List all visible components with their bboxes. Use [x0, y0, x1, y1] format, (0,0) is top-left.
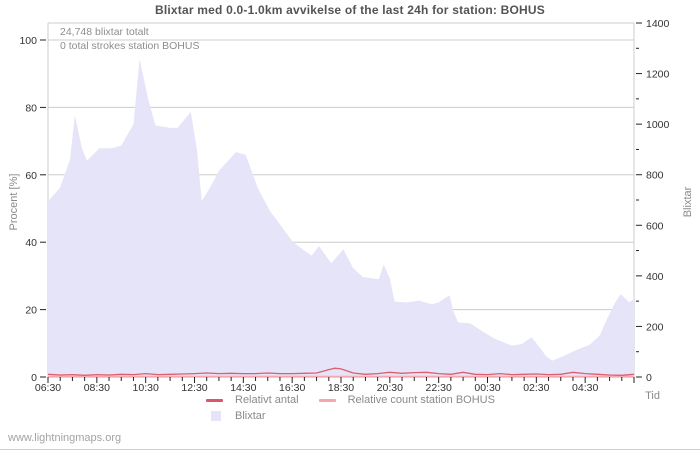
legend-label: Blixtar: [235, 410, 266, 422]
y-right-tick-label: 1400: [646, 18, 670, 30]
x-tick-label: 06:30: [35, 382, 61, 394]
y-right-tick-label: 200: [646, 321, 664, 333]
y-left-tick-label: 40: [25, 237, 37, 249]
area-swatch: [211, 411, 221, 421]
x-tick-label: 20:30: [377, 382, 403, 394]
x-tick-label: 04:30: [572, 382, 598, 394]
blixtar-area: [48, 58, 634, 378]
y-left-tick-label: 20: [25, 305, 37, 317]
annotation-total: 24,748 blixtar totalt: [60, 26, 149, 38]
legend-row-2: Blixtar: [206, 410, 515, 422]
x-tick-label: 22:30: [426, 382, 452, 394]
x-tick-label: 12:30: [181, 382, 207, 394]
legend-swatch-wrap: [318, 398, 348, 402]
x-tick-label: 02:30: [523, 382, 549, 394]
y-left-tick-label: 100: [19, 35, 37, 47]
legend-swatch-wrap: [206, 398, 235, 402]
x-tick-label: 18:30: [328, 382, 354, 394]
y-right-tick-label: 400: [646, 271, 664, 283]
relative-count-line: [47, 367, 635, 376]
red-line-swatch: [206, 398, 223, 402]
y-right-tick-label: 800: [646, 170, 664, 182]
pink-line-swatch: [318, 398, 336, 402]
y-axis-right-title: Blixtar: [682, 186, 694, 218]
legend-swatch-wrap: [206, 411, 235, 421]
chart-title: Blixtar med 0.0-1.0km avvikelse of the l…: [155, 3, 545, 17]
x-tick-label: 10:30: [133, 382, 159, 394]
x-tick-label: 14:30: [230, 382, 256, 394]
legend-item-station-count: Relative count station BOHUS: [318, 394, 495, 406]
y-right-tick-label: 1200: [646, 69, 670, 81]
watermark: www.lightningmaps.org: [8, 432, 122, 444]
y-right-tick-label: 1000: [646, 119, 670, 131]
legend-item-relativt-antal: Relativt antal: [206, 394, 299, 406]
annotation-station: 0 total strokes station BOHUS: [60, 40, 200, 52]
legend: Relativt antal Relative count station BO…: [206, 394, 515, 426]
legend-item-blixtar: Blixtar: [206, 410, 266, 422]
x-axis-title: Tid: [645, 390, 660, 402]
y-left-tick-label: 60: [25, 170, 37, 182]
y-right-tick-label: 0: [646, 372, 652, 384]
y-axis-left-title: Procent [%]: [8, 173, 20, 231]
legend-label: Relative count station BOHUS: [347, 394, 495, 406]
x-tick-label: 08:30: [84, 382, 110, 394]
legend-label: Relativt antal: [235, 394, 299, 406]
annotations: 24,748 blixtar totalt 0 total strokes st…: [60, 25, 199, 53]
y-right-tick-label: 600: [646, 220, 664, 232]
legend-row-1: Relativt antal Relative count station BO…: [206, 394, 515, 406]
y-left-tick-label: 0: [31, 372, 37, 384]
y-left-tick-label: 80: [25, 102, 37, 114]
x-tick-label: 16:30: [279, 382, 305, 394]
x-tick-label: 00:30: [474, 382, 500, 394]
